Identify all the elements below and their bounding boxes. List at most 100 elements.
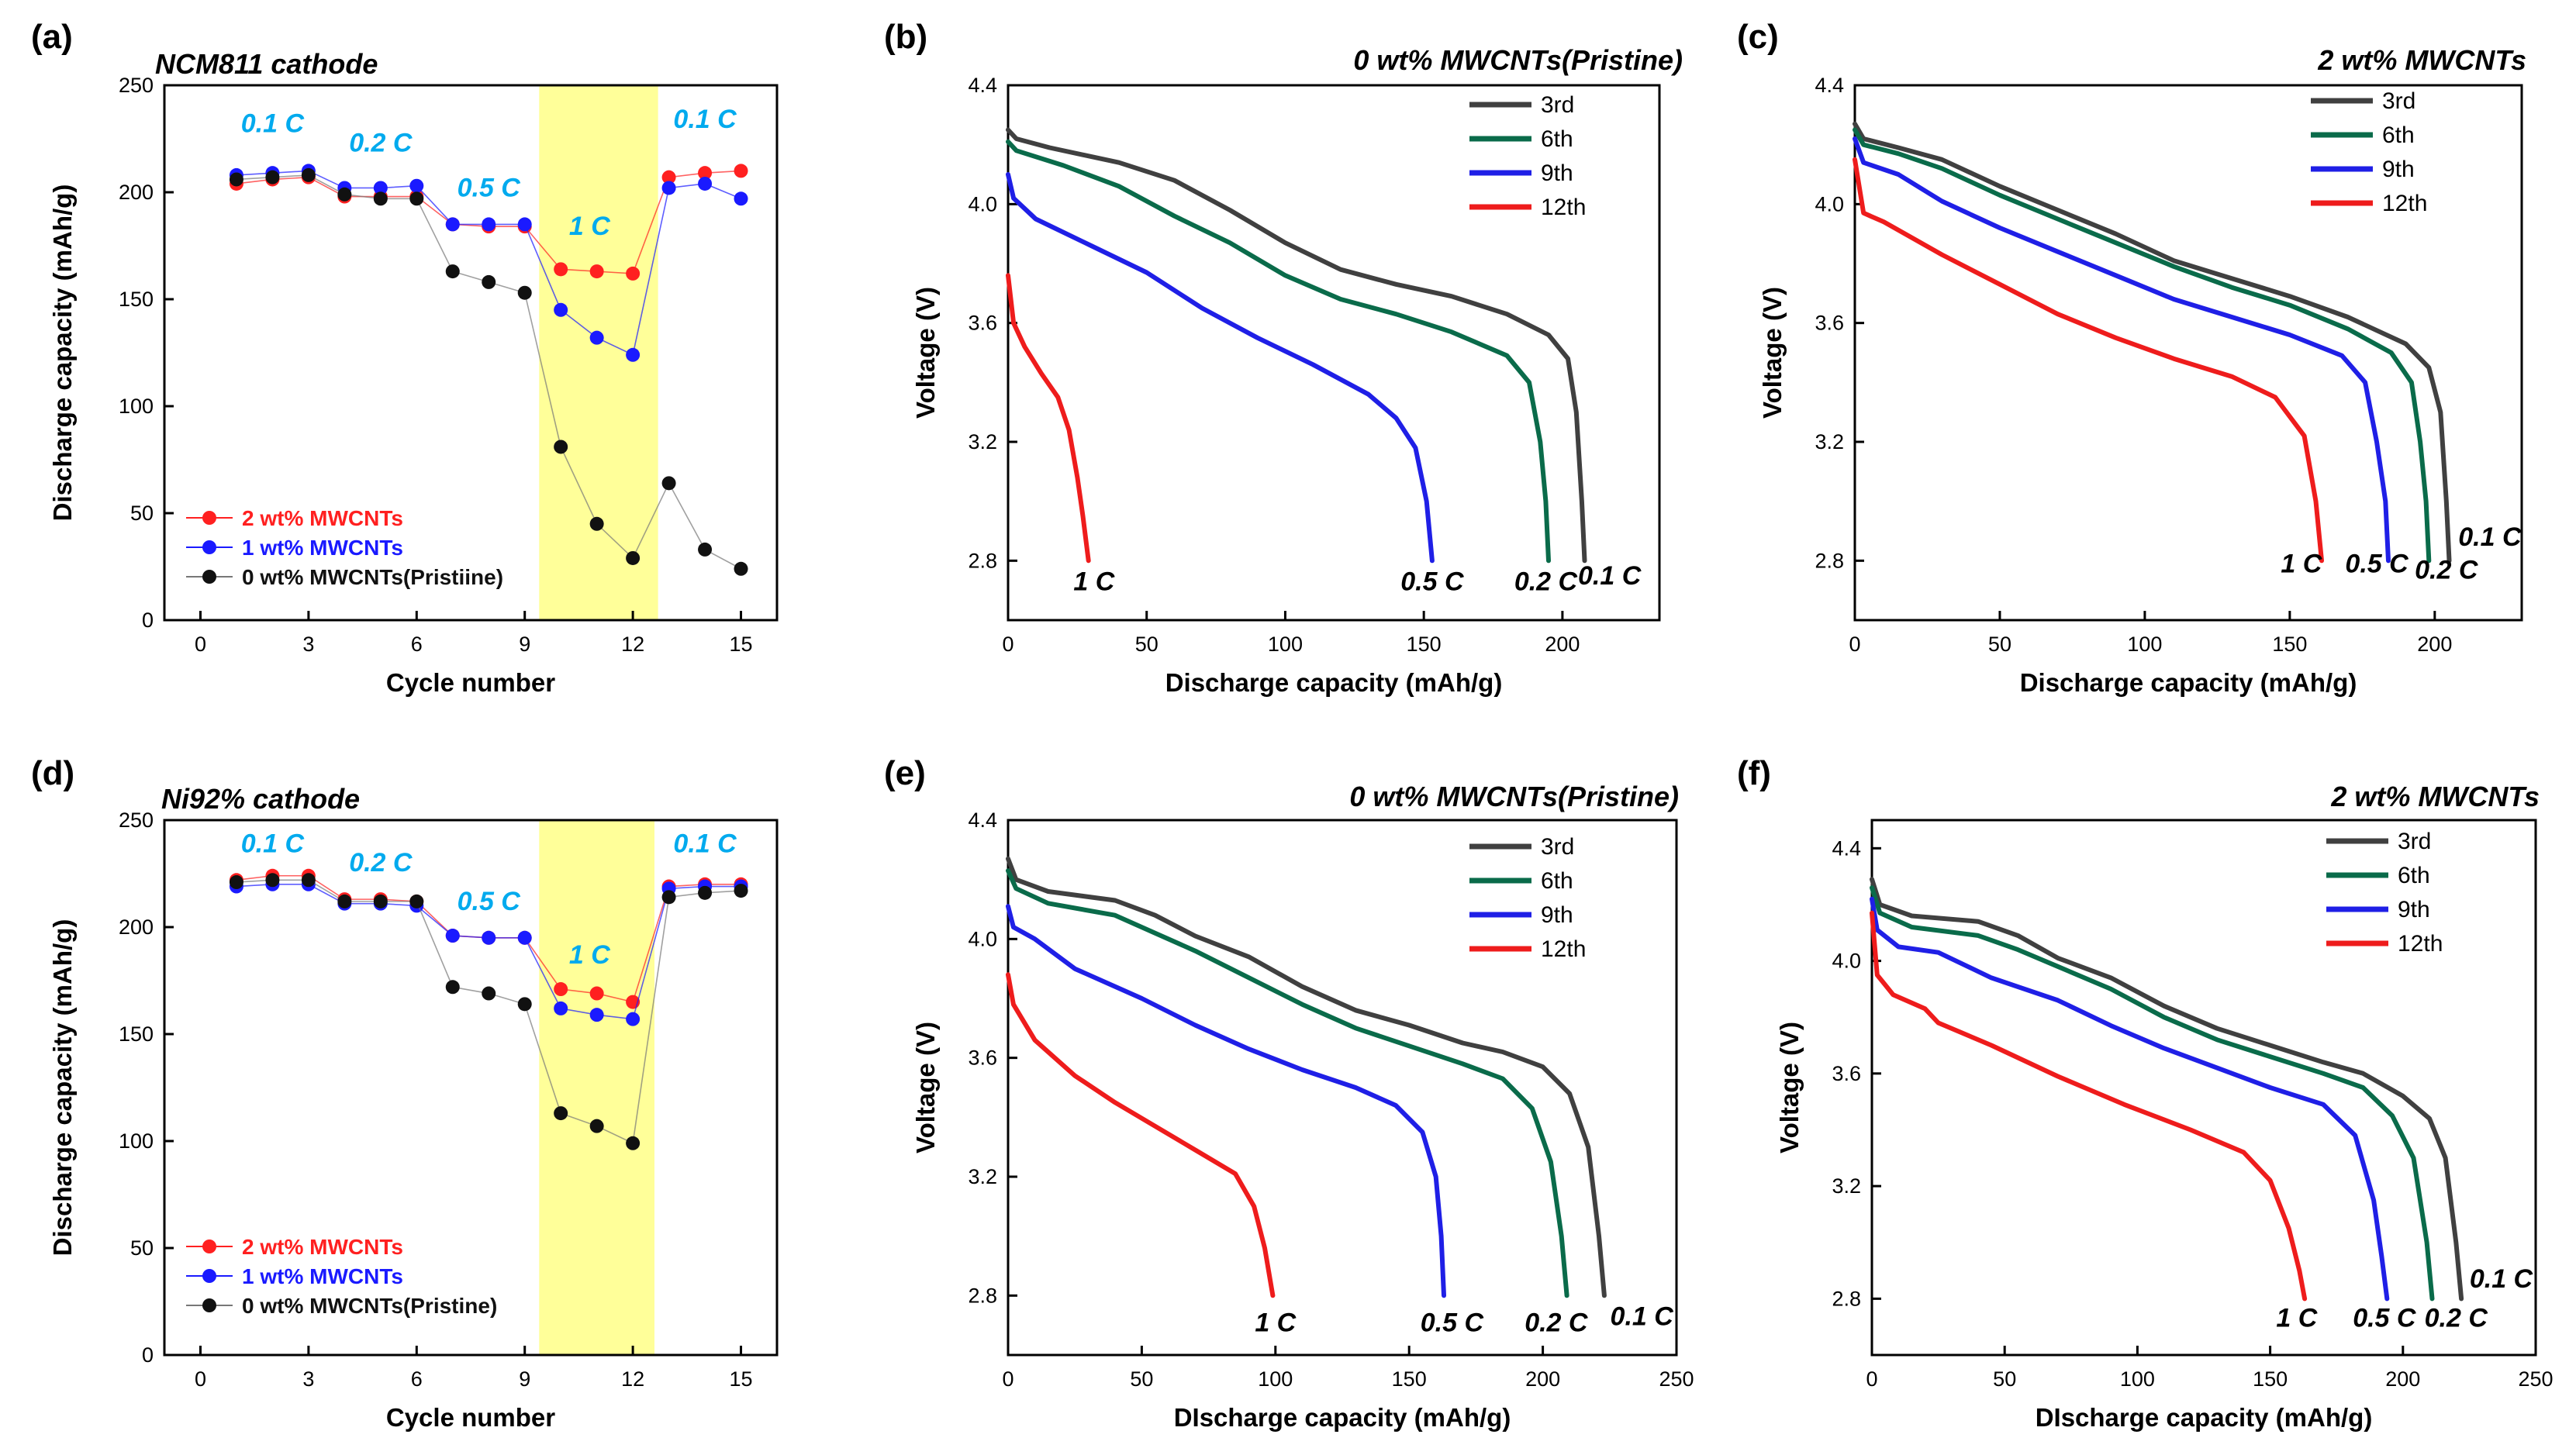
y-tick-label: 3.6 [968, 312, 997, 335]
data-point [589, 1008, 604, 1022]
data-point [661, 170, 676, 184]
x-tick-label: 200 [1525, 1367, 1560, 1391]
x-tick-label: 100 [1268, 633, 1303, 656]
data-point [482, 217, 496, 232]
y-axis-label: Voltage (V) [1775, 1022, 1804, 1153]
rate-label: 0.1 C [1611, 1302, 1674, 1332]
x-tick-label: 3 [302, 633, 314, 656]
plot-frame [163, 84, 779, 622]
curve-6th [1870, 885, 2435, 1302]
data-point [517, 930, 532, 945]
data-point [626, 266, 641, 281]
data-point [409, 191, 424, 206]
legend-label: 12th [1541, 936, 1586, 962]
x-axis-label: Cycle number [386, 668, 555, 697]
curve-9th [1870, 896, 2390, 1302]
data-point [301, 873, 316, 888]
x-tick-label: 6 [411, 1367, 423, 1391]
rate-label: 1 C [1073, 567, 1114, 597]
y-tick-label: 3.2 [968, 430, 997, 453]
y-tick-label: 250 [119, 74, 154, 97]
data-point [265, 873, 280, 888]
y-tick-label: 2.8 [968, 1284, 997, 1307]
data-point [589, 516, 604, 531]
curve-3rd [1006, 127, 1587, 564]
data-point [445, 929, 460, 943]
legend-label: 3rd [1541, 92, 1574, 118]
rate-label: 1 C [1255, 1308, 1296, 1337]
y-tick-label: 150 [119, 288, 154, 311]
x-tick-label: 50 [1130, 1367, 1153, 1391]
data-point [301, 167, 316, 182]
y-tick-label: 0 [142, 609, 154, 632]
legend-label: 2 wt% MWCNTs [242, 1235, 403, 1259]
rate-label: 1 C [2276, 1304, 2317, 1333]
panel-title: 2 wt% MWCNTs [2330, 781, 2540, 812]
x-tick-label: 0 [195, 633, 206, 656]
x-axis-label: Cycle number [386, 1403, 555, 1432]
x-tick-label: 250 [1659, 1367, 1694, 1391]
legend-marker [202, 511, 216, 525]
rate-label: 0.5 C [1421, 1308, 1484, 1337]
data-point [554, 1106, 568, 1121]
panel-label: (c) [1737, 18, 1779, 56]
panel-label: (d) [31, 754, 74, 792]
x-tick-label: 100 [2127, 633, 2162, 656]
legend-label: 12th [1541, 195, 1586, 220]
y-tick-label: 4.0 [968, 192, 997, 215]
data-point [661, 890, 676, 905]
rate-label: 0.5 C [458, 174, 521, 203]
plot-frame [1853, 84, 2523, 622]
x-tick-label: 9 [519, 1367, 530, 1391]
data-point [445, 217, 460, 232]
data-point [734, 561, 748, 576]
panel-c: 0 50 100 150 200 2.8 3.2 3.6 4.0 4.4 Discharge cap… [1737, 18, 2526, 697]
panel-label: (b) [884, 18, 927, 56]
panel-label: (e) [884, 754, 926, 792]
legend-marker [202, 540, 216, 554]
x-tick-label: 100 [1258, 1367, 1293, 1391]
curve-9th [1006, 172, 1435, 564]
y-axis-label: Voltage (V) [911, 1022, 940, 1153]
data-point [589, 986, 604, 1001]
rate-label: 1 C [569, 940, 610, 970]
data-point [734, 164, 748, 178]
x-tick-label: 150 [2253, 1367, 2288, 1391]
data-point [337, 894, 352, 909]
rate-label: 0.1 C [241, 109, 305, 139]
x-tick-label: 0 [195, 1367, 206, 1391]
panel-title: 0 wt% MWCNTs(Pristine) [1349, 781, 1679, 812]
curve-6th [1853, 127, 2432, 564]
rate-label: 0.2 C [2415, 555, 2478, 584]
data-point [734, 884, 748, 898]
data-point [373, 181, 388, 195]
data-point [409, 894, 424, 909]
data-point [517, 217, 532, 232]
x-tick-label: 200 [2385, 1367, 2420, 1391]
y-tick-label: 3.6 [1832, 1062, 1861, 1085]
rate-label: 0.2 C [349, 848, 413, 877]
legend-label: 12th [2382, 191, 2427, 216]
data-point [554, 262, 568, 277]
highlight-band [539, 820, 654, 1355]
y-tick-label: 3.6 [1815, 312, 1844, 335]
legend-label: 9th [1541, 160, 1573, 186]
y-tick-label: 200 [119, 915, 154, 939]
data-point [445, 264, 460, 279]
x-tick-label: 15 [730, 1367, 753, 1391]
data-point [626, 1136, 641, 1150]
y-tick-label: 50 [130, 502, 154, 525]
data-point [482, 274, 496, 289]
panel-label: (a) [31, 18, 73, 56]
panel-title: NCM811 cathode [155, 48, 378, 80]
data-point [445, 980, 460, 995]
plot-frame [1007, 84, 1661, 622]
y-tick-label: 4.0 [968, 927, 997, 950]
x-axis-label: Discharge capacity (mAh/g) [1165, 668, 1503, 697]
legend-label: 6th [1541, 868, 1573, 894]
y-tick-label: 3.6 [968, 1046, 997, 1070]
x-tick-label: 0 [1002, 1367, 1013, 1391]
data-point [626, 550, 641, 565]
